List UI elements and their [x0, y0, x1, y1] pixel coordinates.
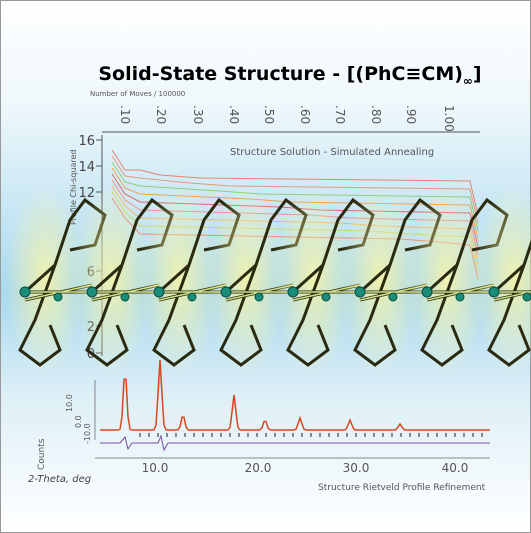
figure: Number of Moves / 100000 .10 .20 .30 .40 .50.…	[0, 0, 531, 533]
tick-label: 10.0	[142, 461, 169, 475]
tick-label: 20.0	[245, 461, 272, 475]
tick-label: .50	[262, 105, 276, 124]
atom	[54, 293, 62, 301]
atom	[355, 287, 365, 297]
tick-label: 0.0	[74, 415, 83, 428]
atom	[121, 293, 129, 301]
annotation: Structure Solution - Simulated Annealing	[230, 147, 434, 158]
tick-label: .60	[298, 105, 312, 124]
tick-label: .30	[191, 105, 205, 124]
atom	[188, 293, 196, 301]
atom	[221, 287, 231, 297]
atom	[154, 287, 164, 297]
axis-label: Number of Moves / 100000	[90, 90, 185, 98]
tick-label: 14	[78, 160, 95, 175]
atom	[456, 293, 464, 301]
tick-label: 1.00	[442, 105, 456, 132]
caption: Structure Rietveld Profile Refinement	[318, 483, 486, 493]
axis-label: Counts	[37, 438, 47, 470]
tick-label: .10	[118, 105, 132, 124]
atom	[87, 287, 97, 297]
atom	[288, 287, 298, 297]
tick-label: -10.0	[83, 423, 92, 444]
atom	[489, 287, 499, 297]
axis-label: 2-Theta, deg	[28, 474, 91, 485]
atom	[389, 293, 397, 301]
tick-label: .20	[154, 105, 168, 124]
atom	[523, 293, 531, 301]
tick-label: .80	[369, 105, 383, 124]
title: Solid-State Structure - [(PhC≡CM)∞]	[98, 63, 481, 88]
tick-label: .90	[404, 105, 418, 124]
atom	[20, 287, 30, 297]
tick-label: .70	[333, 105, 347, 124]
atom	[422, 287, 432, 297]
atom	[255, 293, 263, 301]
tick-label: 10.0	[65, 394, 74, 412]
tick-label: 40.0	[442, 461, 469, 475]
tick-label: .40	[227, 105, 241, 124]
atom	[322, 293, 330, 301]
tick-label: 30.0	[343, 461, 370, 475]
tick-label: 16	[78, 134, 95, 149]
